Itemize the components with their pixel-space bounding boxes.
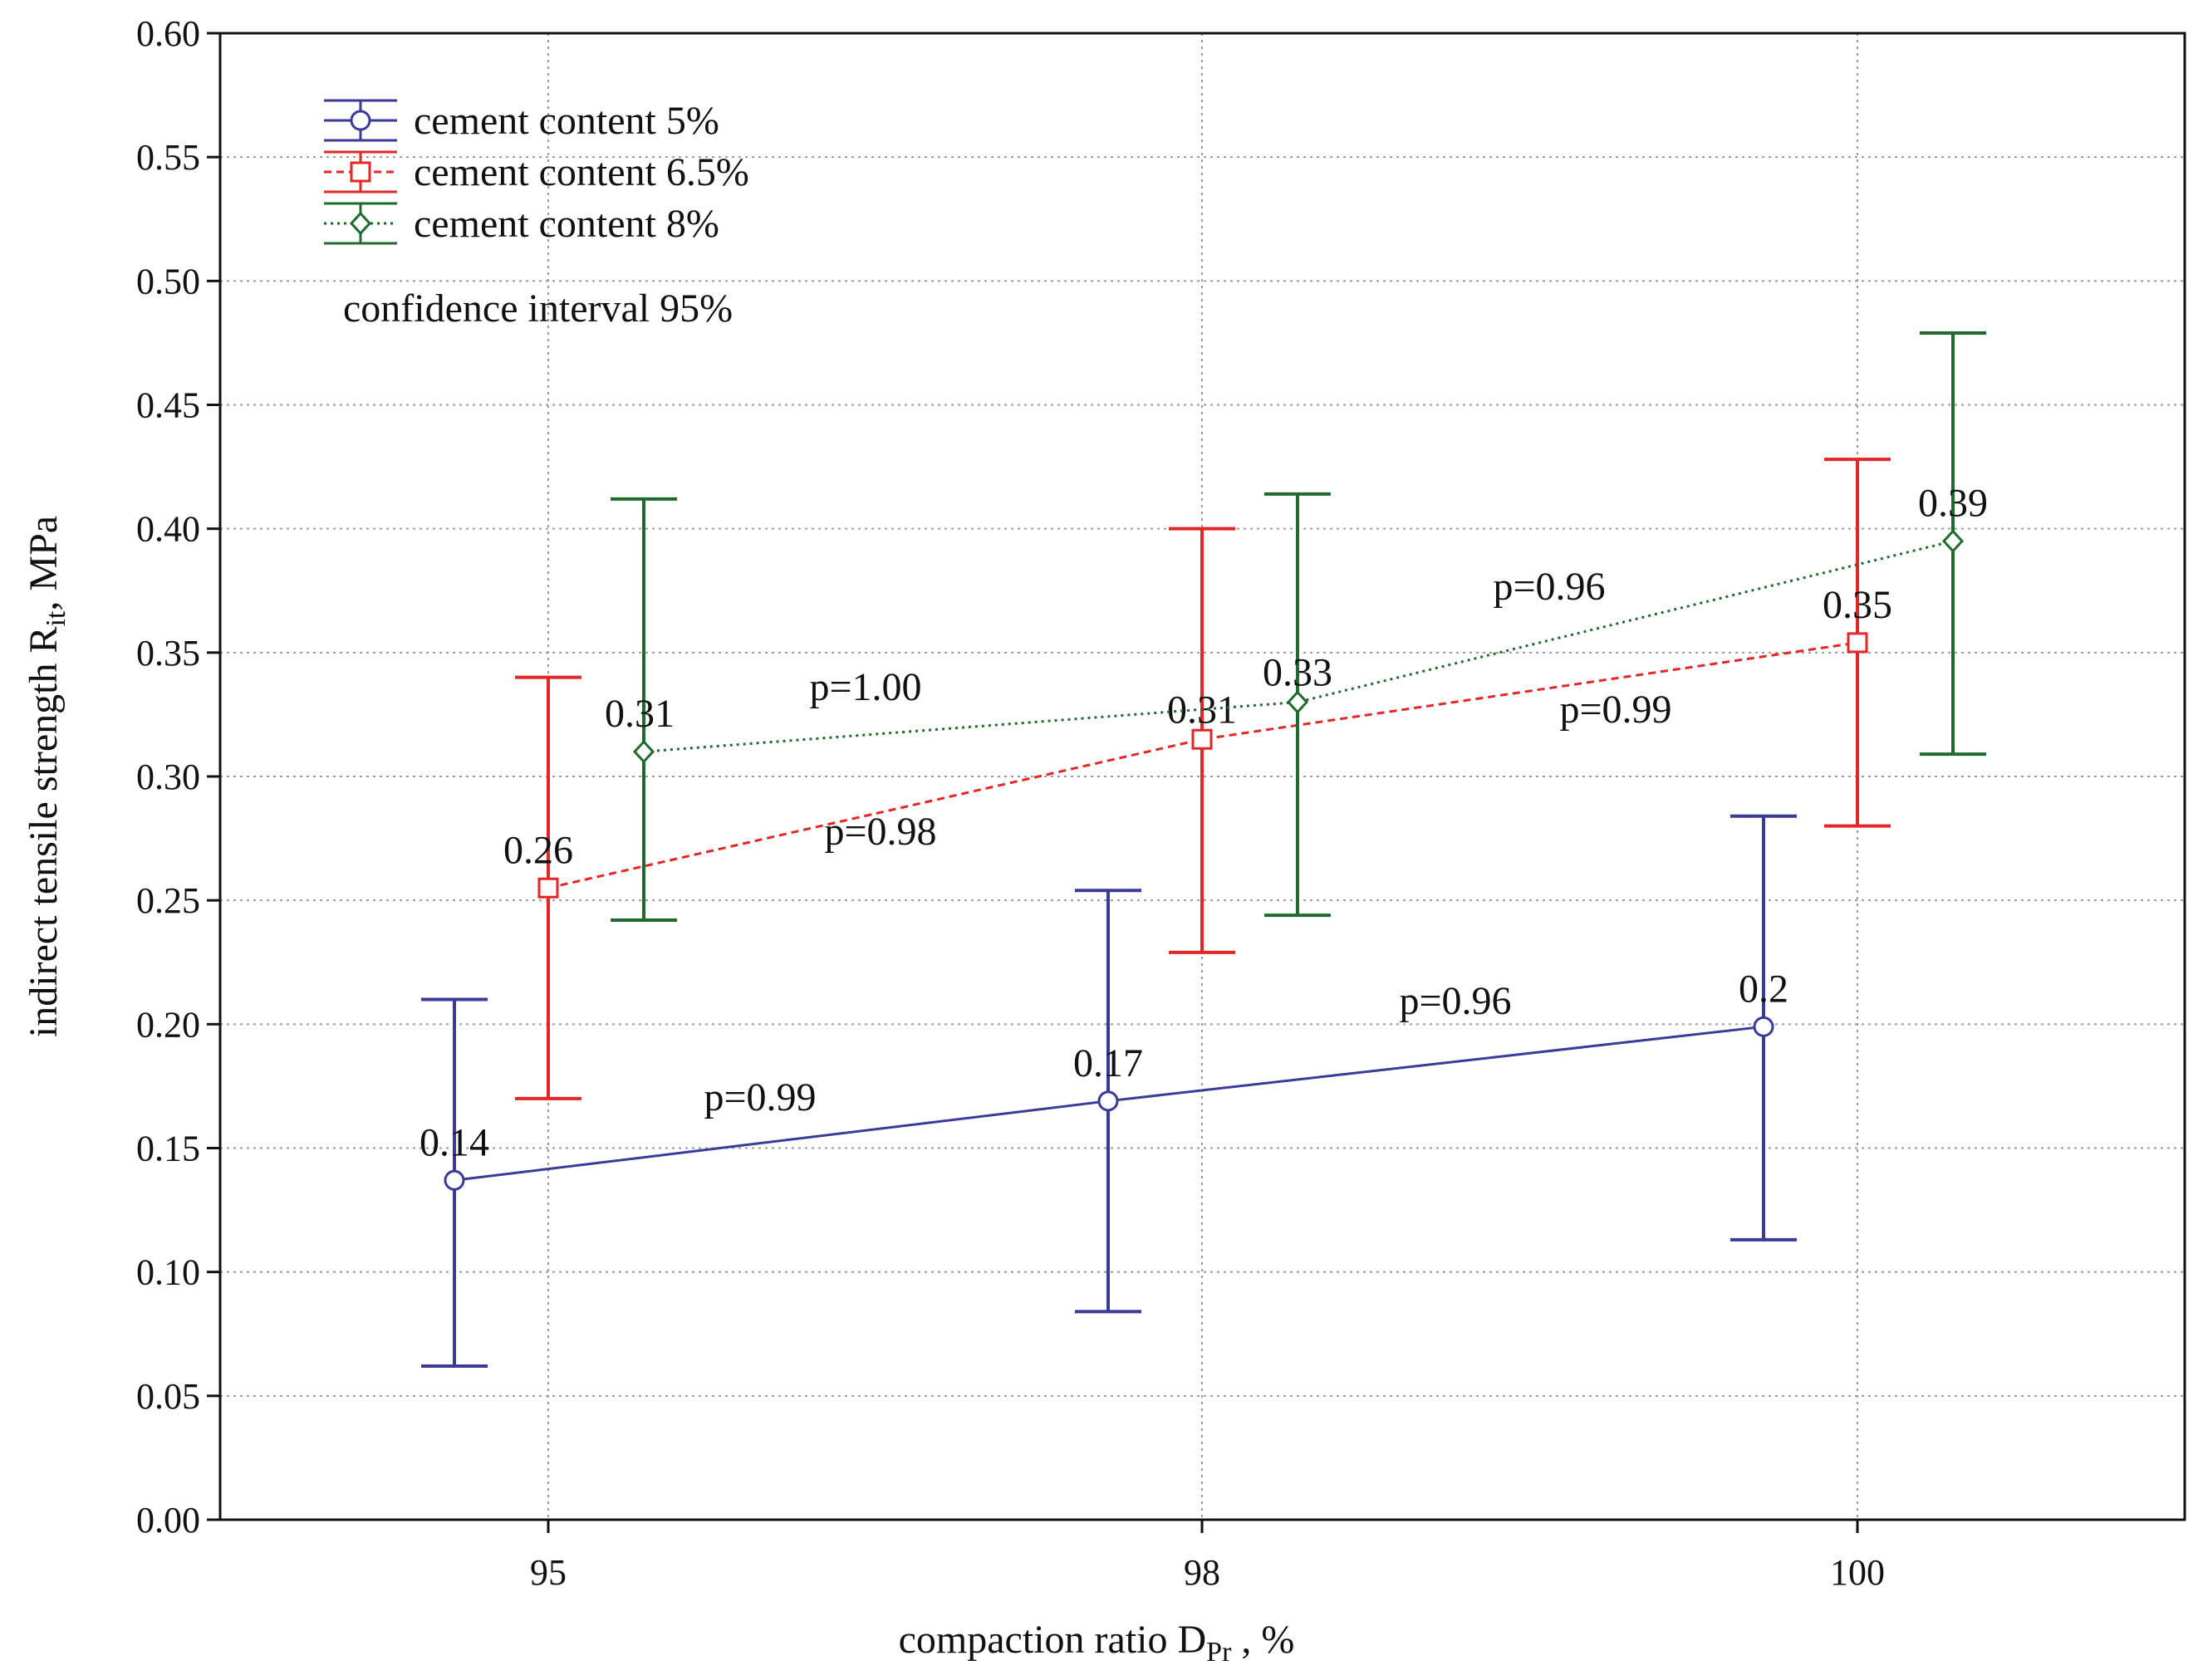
y-tick-label: 0.00 — [136, 1500, 200, 1540]
x-tick-label: 95 — [530, 1552, 567, 1593]
y-axis-title-tail: , MPa — [22, 516, 66, 611]
svg-text:indirect tensile strength Rit,: indirect tensile strength Rit, MPa — [22, 516, 71, 1037]
y-tick-label: 0.45 — [136, 385, 200, 426]
data-label: 0.2 — [1739, 967, 1788, 1011]
y-tick-label: 0.30 — [136, 757, 200, 797]
series-3: 0.31 0.33 0.39 p=1.00 p=0.96 — [605, 331, 1988, 923]
y-axis-title-main: indirect tensile strength R — [22, 627, 66, 1038]
p-value-label: p=0.96 — [1399, 979, 1511, 1023]
legend-label: cement content 8% — [414, 202, 719, 246]
series-layer: 0.14 0.17 0.2 p=0.99 p=0.96 0.26 0.31 0.35 p=0.9… — [419, 331, 1988, 1369]
y-tick-label: 0.55 — [136, 137, 200, 178]
data-point — [1847, 632, 1868, 654]
y-tick-label: 0.20 — [136, 1004, 200, 1045]
x-axis-title-sub: Pr — [1206, 1637, 1232, 1668]
y-tick-label: 0.25 — [136, 880, 200, 921]
legend-marker — [350, 161, 371, 183]
data-point — [1191, 728, 1213, 750]
legend-entry-3: cement content 8% — [324, 202, 719, 246]
data-label: 0.14 — [419, 1120, 489, 1164]
y-tick-label: 0.35 — [136, 633, 200, 673]
series-line — [643, 540, 1954, 753]
p-value-label: p=0.99 — [704, 1075, 816, 1119]
y-axis: 0.00 0.05 0.10 0.15 0.20 0.25 0.30 0.35 0.40 0.45… — [136, 13, 220, 1540]
p-value-label: p=0.99 — [1559, 688, 1671, 732]
data-point — [1753, 1016, 1774, 1037]
series-line — [547, 641, 1858, 889]
y-tick-label: 0.60 — [136, 13, 200, 54]
data-point — [444, 1169, 465, 1191]
legend-label: cement content 6.5% — [414, 150, 749, 194]
p-value-label: p=1.00 — [809, 665, 921, 709]
svg-text:compaction ratio DPr , %: compaction ratio DPr , % — [899, 1618, 1295, 1668]
p-value-label: p=0.96 — [1493, 565, 1605, 609]
data-point — [1286, 690, 1309, 714]
y-tick-label: 0.05 — [136, 1376, 200, 1417]
data-point — [1097, 1090, 1119, 1112]
x-axis-title-tail: , % — [1231, 1618, 1294, 1662]
data-label: 0.33 — [1263, 651, 1332, 695]
legend-label: cement content 5% — [414, 99, 719, 143]
confidence-note: confidence interval 95% — [343, 287, 733, 331]
x-tick-label: 98 — [1184, 1552, 1220, 1593]
legend-entry-1: cement content 5% — [324, 99, 719, 143]
x-axis: 95 98 100 — [530, 1520, 1885, 1593]
x-axis-title-main: compaction ratio D — [899, 1618, 1207, 1662]
x-tick-label: 100 — [1830, 1552, 1885, 1593]
legend-marker — [349, 211, 372, 236]
data-point — [632, 739, 655, 764]
data-point — [1941, 529, 1965, 553]
series-1: 0.14 0.17 0.2 p=0.99 p=0.96 — [419, 814, 1797, 1369]
y-axis-title: indirect tensile strength Rit, MPa — [22, 516, 71, 1037]
series-2: 0.26 0.31 0.35 p=0.98 p=0.99 — [503, 458, 1892, 1100]
data-label: 0.31 — [605, 692, 675, 736]
y-tick-label: 0.50 — [136, 261, 200, 301]
legend-entry-2: cement content 6.5% — [324, 150, 749, 194]
data-label: 0.26 — [503, 828, 573, 872]
y-tick-label: 0.10 — [136, 1252, 200, 1293]
legend-marker — [350, 110, 371, 131]
p-value-label: p=0.98 — [824, 810, 936, 854]
data-label: 0.35 — [1823, 583, 1892, 627]
legend: cement content 5% cement content 6.5% ceme… — [324, 99, 749, 246]
data-label: 0.17 — [1073, 1041, 1143, 1085]
x-axis-title: compaction ratio DPr , % — [899, 1618, 1295, 1668]
y-tick-label: 0.15 — [136, 1129, 200, 1169]
y-axis-title-sub: it — [41, 610, 71, 626]
data-point — [537, 877, 559, 899]
y-tick-label: 0.40 — [136, 509, 200, 550]
data-label: 0.39 — [1918, 482, 1988, 526]
